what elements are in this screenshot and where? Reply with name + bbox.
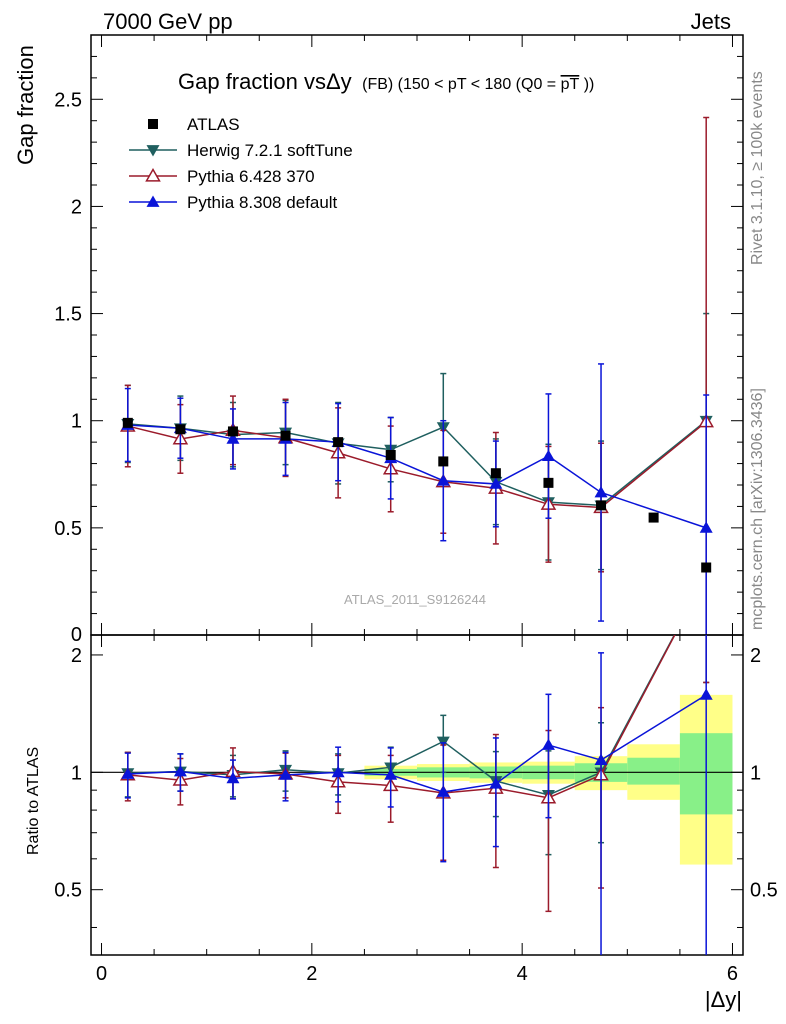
data-point [489,477,503,489]
atlas-data-point [175,424,186,435]
x-tick-label: 2 [306,963,317,985]
ratio-point [489,777,503,789]
atlas-data [122,417,712,573]
ratio-panel: 0 2 4 6 0.5 0.5 1 1 2 2 [54,634,778,985]
plot-title: Gap fraction vsΔy (FB) (150 < pT < 180 (… [178,69,594,94]
atlas-data-point [490,468,501,479]
data-point [699,521,713,533]
main-panel: 0.5 1 1.5 2 2.5 0 [54,34,744,646]
ratio-y-tick-label: 2 [71,645,82,667]
ratio-series-0 [121,635,710,856]
y-tick-label: 1 [71,411,82,433]
x-tick-label: 0 [96,963,107,985]
y-axis-title: Gap fraction [13,45,38,165]
mcplots-label: mcplots.cern.ch [arXiv:1306.3436] [749,388,766,630]
plot-title-overline: pT [561,76,580,93]
ratio-point [121,767,135,779]
ratio-point [594,753,608,765]
plot-title-sub: (FB) (150 < pT < 180 (Q0 = [362,76,556,93]
series-line [127,424,707,529]
legend-entry-1: Pythia 6.428 370 [129,167,315,186]
x-axis-title: |Δy| [705,987,742,1012]
series-2 [121,363,713,635]
plot-title-end: )) [584,76,595,93]
ratio-y-tick-label-right: 0.5 [750,880,778,902]
atlas-data-point [648,512,659,523]
rivet-version-label: Rivet 3.1.10, ≥ 100k events [749,71,766,265]
legend-label: Pythia 6.428 370 [187,167,315,186]
series-0 [121,312,713,571]
y-tick-label: 1.5 [54,304,82,326]
ratio-point [226,771,240,784]
ratio-point [699,688,713,700]
x-tick-label: 4 [517,963,528,985]
legend: ATLAS Herwig 7.2.1 softTune Pythia 6.428 3… [129,115,353,212]
legend-label: ATLAS [187,115,240,134]
ratio-y-tick-label-right: 2 [750,645,761,667]
legend-marker [146,195,160,207]
header-jets-label: Jets [691,9,731,34]
atlas-data-point [543,477,554,488]
ratio-point [541,738,555,750]
main-series-group [120,116,714,635]
data-point [226,432,240,444]
atlas-data-point [122,417,133,428]
ratio-series-1 [120,635,710,913]
y-tick-label: 0 [71,624,82,646]
ratio-point [279,768,293,780]
data-point [541,449,555,461]
ratio-point [436,785,450,797]
legend-marker [146,145,160,157]
plot-title-main: Gap fraction vsΔy [178,69,352,94]
x-tick-label: 6 [727,963,738,985]
y-tick-label: 0.5 [54,518,82,540]
legend-label: Pythia 8.308 default [187,193,338,212]
atlas-data-point [333,437,344,448]
atlas-data-point [596,500,607,511]
legend-marker [145,167,161,182]
legend-entry-2: Pythia 8.308 default [129,193,338,212]
legend-marker [148,119,158,129]
ratio-y-tick-label: 1 [71,762,82,784]
y-tick-label: 2.5 [54,89,82,111]
ratio-y-tick-label-right: 1 [750,762,761,784]
analysis-watermark: ATLAS_2011_S9126244 [344,592,486,607]
ratio-point [173,764,187,777]
atlas-data-point [701,562,712,573]
data-point [594,486,608,498]
ratio-series-group [120,635,713,955]
ratio-point [384,768,398,780]
legend-entry-atlas: ATLAS [148,115,240,134]
ratio-point [331,765,345,778]
atlas-data-point [280,430,291,441]
y-tick-label: 2 [71,196,82,218]
ratio-series-2 [121,635,713,955]
legend-entry-0: Herwig 7.2.1 softTune [129,141,353,160]
ratio-y-tick-label: 0.5 [54,880,82,902]
atlas-data-point [385,450,396,460]
ratio-y-axis-title: Ratio to ATLAS [25,747,42,855]
data-point [436,474,450,486]
ratio-band-inner [627,757,680,785]
header-energy-label: 7000 GeV pp [103,9,233,34]
atlas-data-point [227,426,238,437]
legend-label: Herwig 7.2.1 softTune [187,141,353,160]
atlas-data-point [438,456,449,467]
